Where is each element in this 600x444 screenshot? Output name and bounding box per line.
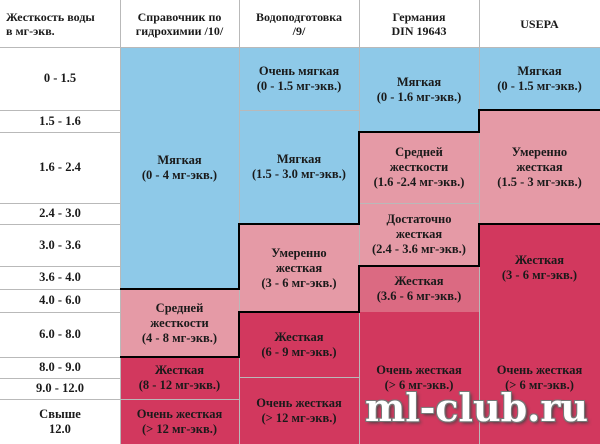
boundary-line (478, 109, 600, 111)
water-soft: Мягкая (1.5 - 3.0 мг-экв.) (239, 110, 359, 224)
boundary-line (120, 356, 240, 358)
grid-line (0, 378, 120, 379)
band-label: 9.0 - 12.0 (0, 378, 120, 399)
grid-line (239, 0, 240, 444)
grid-line (120, 399, 239, 400)
header-water: Водоподготовка /9/ (239, 0, 359, 47)
band-label: 0 - 1.5 (0, 47, 120, 110)
boundary-line (238, 223, 360, 225)
boundary-line (478, 109, 480, 133)
band-label: 1.6 - 2.4 (0, 132, 120, 203)
grid-line (120, 0, 121, 444)
usepa-moderate: Умеренно жесткая (1.5 - 3 мг-экв.) (479, 110, 600, 224)
band-label: 6.0 - 8.0 (0, 312, 120, 357)
grid-line (239, 377, 359, 378)
boundary-line (358, 131, 480, 133)
header-hardness: Жесткость воды в мг-экв. (0, 0, 120, 47)
boundary-line (478, 223, 480, 267)
boundary-line (358, 265, 480, 267)
header-din: Германия DIN 19643 (359, 0, 479, 47)
boundary-line (358, 265, 360, 313)
boundary-line (358, 131, 360, 225)
ref-hard: Жесткая (8 - 12 мг-экв.) (120, 357, 239, 399)
ref-soft: Мягкая (0 - 4 мг-экв.) (120, 47, 239, 289)
din-hard: Жесткая (3.6 - 6 мг-экв.) (359, 266, 479, 312)
boundary-line (120, 288, 240, 290)
grid-line (0, 289, 120, 290)
usepa-very-hard: Очень жесткая (> 6 мг-экв.) (479, 312, 600, 444)
water-very-soft: Очень мягкая (0 - 1.5 мг-экв.) (239, 47, 359, 110)
boundary-line (238, 311, 240, 358)
header-ref: Справочник по гидрохимии /10/ (120, 0, 239, 47)
din-fair: Достаточно жесткая (2.4 - 3.6 мг-экв.) (359, 203, 479, 266)
grid-line (359, 203, 479, 204)
water-hard: Жесткая (6 - 9 мг-экв.) (239, 312, 359, 377)
usepa-soft: Мягкая (0 - 1.5 мг-экв.) (479, 47, 600, 110)
ref-very-hard: Очень жесткая (> 12 мг-экв.) (120, 399, 239, 444)
boundary-line (238, 311, 360, 313)
grid-line (0, 312, 120, 313)
header-usepa: USEPA (479, 0, 600, 47)
band-label: Свыше 12.0 (0, 399, 120, 444)
band-label: 8.0 - 9.0 (0, 357, 120, 378)
grid-line (239, 110, 359, 111)
grid-line (0, 110, 120, 111)
grid-line (0, 266, 120, 267)
water-very-hard: Очень жесткая (> 12 мг-экв.) (239, 377, 359, 444)
grid-line (0, 47, 600, 48)
grid-line (0, 399, 120, 400)
ref-medium: Средней жесткости (4 - 8 мг-экв.) (120, 289, 239, 357)
grid-line (0, 132, 120, 133)
grid-line (479, 0, 480, 444)
band-label: 1.5 - 1.6 (0, 110, 120, 132)
din-soft: Мягкая (0 - 1.6 мг-экв.) (359, 47, 479, 132)
band-label: 4.0 - 6.0 (0, 289, 120, 312)
boundary-line (478, 223, 600, 225)
grid-line (0, 203, 120, 204)
usepa-hard: Жесткая (3 - 6 мг-экв.) (479, 224, 600, 312)
band-label: 3.6 - 4.0 (0, 266, 120, 289)
water-moderate: Умеренно жесткая (3 - 6 мг-экв.) (239, 224, 359, 312)
grid-line (0, 357, 120, 358)
din-very-hard: Очень жесткая (> 6 мг-экв.) (359, 312, 479, 444)
band-label: 3.0 - 3.6 (0, 224, 120, 266)
boundary-line (238, 223, 240, 290)
grid-line (0, 224, 120, 225)
watermark: ml-club.ru (365, 385, 589, 430)
band-label: 2.4 - 3.0 (0, 203, 120, 224)
din-medium: Средней жесткости (1.6 -2.4 мг-экв.) (359, 132, 479, 203)
